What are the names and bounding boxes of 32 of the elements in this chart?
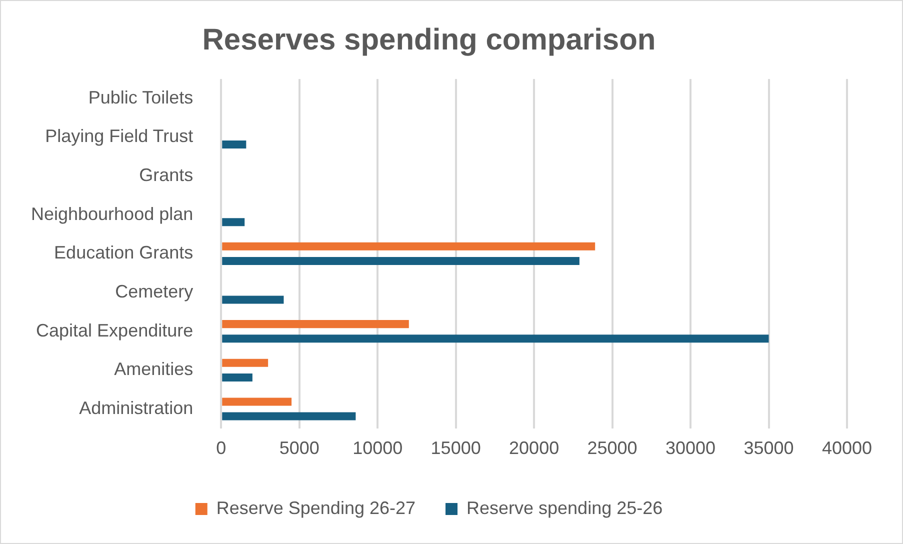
bar — [222, 334, 769, 343]
legend-label: Reserve spending 25-26 — [466, 498, 663, 518]
y-tick-label: Capital Expenditure — [36, 320, 194, 340]
x-tick-label: 10000 — [352, 438, 403, 458]
y-tick-label: Administration — [79, 398, 194, 418]
x-tick-label: 0 — [216, 438, 226, 458]
x-tick-label: 5000 — [279, 438, 320, 458]
bar — [222, 296, 284, 304]
bar — [222, 140, 246, 149]
bar — [222, 412, 356, 420]
y-tick-label: Cemetery — [115, 281, 194, 302]
bar — [222, 320, 409, 328]
y-tick-label: Neighbourhood plan — [30, 204, 194, 224]
x-tick-label: 30000 — [666, 438, 716, 458]
y-tick-label: Grants — [139, 165, 194, 186]
y-tick-label: Education Grants — [54, 242, 194, 263]
chart-title: Reserves spending comparison — [202, 23, 656, 56]
bar — [222, 256, 580, 265]
y-tick-label: Amenities — [114, 359, 194, 380]
x-tick-label: 20000 — [509, 438, 560, 458]
y-tick-label: Public Toilets — [88, 87, 194, 108]
bar — [222, 358, 268, 367]
bar — [222, 218, 245, 226]
y-tick-label: Playing Field Trust — [45, 126, 194, 146]
x-tick-label: 35000 — [744, 438, 794, 458]
bar — [222, 373, 252, 382]
bar — [222, 398, 292, 406]
x-tick-label: 15000 — [430, 438, 481, 458]
legend-label: Reserve Spending 26-27 — [216, 498, 416, 518]
x-tick-label: 40000 — [822, 438, 872, 458]
x-tick-label: 25000 — [587, 438, 638, 458]
bar — [222, 242, 596, 250]
